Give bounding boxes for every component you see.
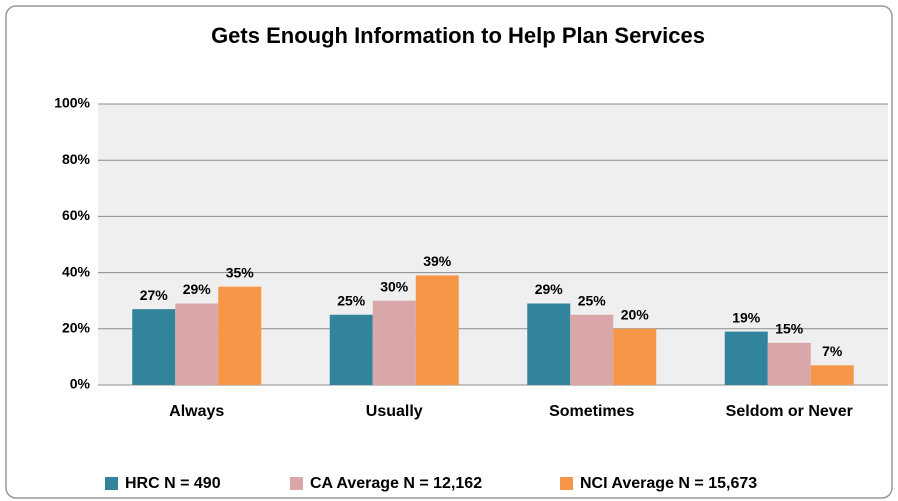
data-label: 27% — [140, 287, 169, 303]
data-label: 19% — [732, 309, 761, 325]
chart-title: Gets Enough Information to Help Plan Ser… — [211, 23, 705, 48]
data-label: 20% — [621, 307, 650, 323]
bar — [724, 331, 768, 385]
bar — [570, 314, 614, 385]
x-tick-label: Seldom or Never — [726, 403, 853, 420]
bar — [132, 309, 176, 385]
y-tick-label: 40% — [62, 263, 91, 279]
data-label: 25% — [578, 292, 607, 308]
legend-swatch — [105, 477, 118, 490]
legend-label: CA Average N = 12,162 — [310, 475, 482, 492]
bar — [372, 300, 416, 385]
legend-label: NCI Average N = 15,673 — [580, 475, 757, 492]
y-tick-label: 20% — [62, 320, 91, 336]
y-tick-label: 60% — [62, 207, 91, 223]
data-label: 35% — [226, 264, 255, 280]
data-label: 7% — [822, 343, 843, 359]
legend-swatch — [560, 477, 573, 490]
x-tick-label: Always — [169, 403, 224, 420]
data-label: 25% — [337, 292, 366, 308]
bar — [175, 303, 219, 385]
data-label: 29% — [183, 281, 212, 297]
y-tick-label: 0% — [70, 376, 91, 392]
bar — [810, 365, 854, 385]
x-tick-label: Sometimes — [549, 403, 634, 420]
legend-swatch — [290, 477, 303, 490]
y-tick-label: 80% — [62, 151, 91, 167]
bar — [329, 314, 373, 385]
y-tick-label: 100% — [54, 95, 90, 111]
bar — [527, 303, 571, 385]
data-label: 15% — [775, 321, 804, 337]
bar — [767, 342, 811, 385]
bar — [613, 328, 657, 385]
bar — [415, 275, 459, 385]
data-label: 39% — [423, 253, 452, 269]
data-label: 30% — [380, 278, 409, 294]
data-label: 29% — [535, 281, 564, 297]
bar — [218, 286, 262, 385]
legend-label: HRC N = 490 — [125, 475, 221, 492]
x-tick-label: Usually — [366, 403, 423, 420]
